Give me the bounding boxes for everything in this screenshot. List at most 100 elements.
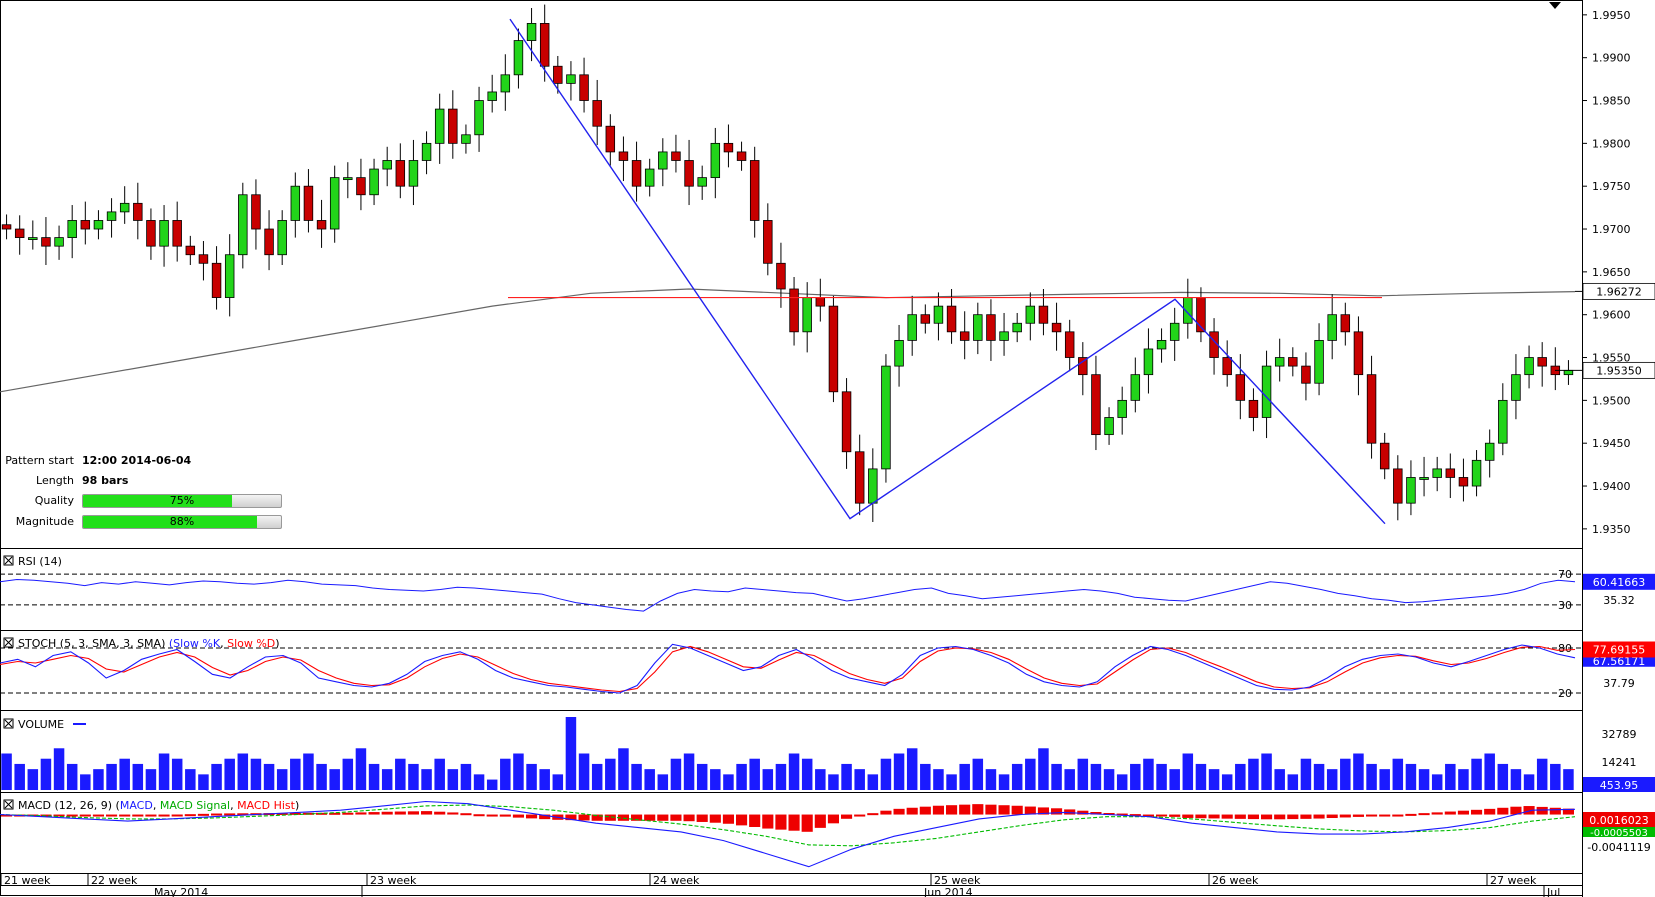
volume-bar xyxy=(145,769,157,790)
candle xyxy=(802,282,812,353)
candle xyxy=(736,141,747,171)
rsi-title[interactable]: RSI (14) xyxy=(3,555,62,568)
rsi-line xyxy=(0,578,1576,612)
candle xyxy=(828,295,839,403)
macd-hist-bar xyxy=(447,812,459,815)
volume-title[interactable]: VOLUME xyxy=(3,718,86,731)
volume-bar xyxy=(801,758,813,790)
month-label: Jun 2014 xyxy=(923,886,973,897)
pattern-quality-row: Quality 75% xyxy=(0,492,300,510)
candle-body xyxy=(1038,305,1049,324)
stoch-label: STOCH (5, 3, SMA, 3, SMA) xyxy=(18,637,165,650)
macd-hist-bar xyxy=(775,814,787,830)
candle-body xyxy=(1051,322,1062,333)
candle-body xyxy=(1511,374,1521,401)
macd-hist-bar xyxy=(1510,806,1522,815)
candle xyxy=(1091,355,1101,451)
candle-body xyxy=(343,177,353,181)
candle-body xyxy=(1406,477,1416,504)
scroll-marker-icon[interactable] xyxy=(1549,2,1561,9)
candle xyxy=(1143,328,1154,394)
volume-bar xyxy=(1261,753,1272,790)
macd-title[interactable]: MACD (12, 26, 9) (MACD, MACD Signal, MAC… xyxy=(3,799,299,812)
macd-hist-bar xyxy=(736,814,748,826)
volume-panel: 32789 14241 453.95 xyxy=(1,717,1655,792)
volume-bar xyxy=(1182,753,1194,790)
volume-bar xyxy=(106,763,117,790)
volume-bar xyxy=(1484,753,1495,790)
candle-body xyxy=(749,160,760,221)
candle-body xyxy=(434,108,445,144)
svg-text:VOLUME: VOLUME xyxy=(18,718,64,731)
current-price-label: 1.95350 xyxy=(1596,364,1642,377)
macd-hist-bar xyxy=(1339,814,1351,818)
candle-body xyxy=(868,468,878,504)
volume-bar xyxy=(552,774,564,790)
volume-bar xyxy=(40,758,52,790)
candle xyxy=(93,210,104,240)
candle-body xyxy=(1012,322,1022,333)
volume-bar xyxy=(710,769,721,790)
candle-body xyxy=(474,100,484,136)
volume-bar xyxy=(1326,769,1338,790)
candle xyxy=(382,146,392,187)
candle-body xyxy=(526,23,537,41)
volume-bar xyxy=(303,753,314,790)
macd-hist-bar xyxy=(1523,806,1535,815)
volume-bar xyxy=(565,717,577,790)
candle xyxy=(1393,455,1403,521)
candle-body xyxy=(1091,374,1101,436)
volume-bar xyxy=(526,763,537,790)
volume-bar xyxy=(1366,763,1377,790)
macd-hist-bar xyxy=(224,813,236,816)
volume-bar xyxy=(1392,758,1404,790)
macd-hist-bar xyxy=(1261,814,1273,820)
candle xyxy=(28,220,38,250)
macd-hist-bar xyxy=(1549,807,1561,815)
rsi-panel: 70 30 60.41663 35.32 xyxy=(0,568,1655,612)
candle xyxy=(1419,456,1429,497)
macd-hist-bar xyxy=(460,813,472,816)
volume-bar xyxy=(329,769,340,790)
candle-body xyxy=(448,108,458,144)
macd-hist-box xyxy=(1583,812,1655,827)
stoch-title[interactable]: STOCH (5, 3, SMA, 3, SMA) (Slow %K, Slow… xyxy=(3,637,280,650)
volume-bar xyxy=(1523,774,1535,790)
candle-body xyxy=(566,74,576,84)
price-axis: 1.9950 1.9900 1.9850 1.9800 1.9750 1.9700 1.96… xyxy=(1555,9,1655,536)
volume-bar xyxy=(342,758,354,790)
month-label: May 2014 xyxy=(154,886,208,897)
macd-hist-bar xyxy=(1471,809,1483,815)
candle-body xyxy=(1143,348,1154,376)
week-label: 27 week xyxy=(1490,874,1537,887)
volume-bar xyxy=(1090,763,1102,790)
macd-hist-bar xyxy=(1077,810,1089,815)
candle xyxy=(1484,429,1495,478)
candle-body xyxy=(500,74,511,93)
candle-body xyxy=(697,177,707,187)
candle xyxy=(1537,342,1547,387)
volume-bar xyxy=(631,763,642,790)
price-tick-label: 1.9600 xyxy=(1592,309,1631,322)
macd-hist-bar xyxy=(1287,814,1299,820)
volume-bar xyxy=(1011,763,1023,790)
macd-signal-box xyxy=(1583,827,1655,837)
volume-bar xyxy=(1300,758,1312,790)
candle-body xyxy=(382,160,392,170)
candle xyxy=(1012,312,1022,343)
candle-body xyxy=(487,91,497,101)
volume-bar xyxy=(1248,758,1259,790)
moving-average-line xyxy=(0,288,1576,393)
macd-hist-bar xyxy=(1090,811,1102,815)
candle xyxy=(881,354,891,483)
candle-body xyxy=(421,142,432,161)
candle xyxy=(1379,432,1390,480)
candle-body xyxy=(1169,322,1180,341)
candle-body xyxy=(1498,399,1508,444)
macd-hist-bar xyxy=(119,814,131,817)
quality-bar: 75% xyxy=(82,494,282,508)
volume-bar xyxy=(920,763,931,790)
macd-hist-bar xyxy=(1195,814,1207,819)
price-tick-label: 1.9650 xyxy=(1592,266,1631,279)
macd-hist-bar xyxy=(749,814,761,827)
